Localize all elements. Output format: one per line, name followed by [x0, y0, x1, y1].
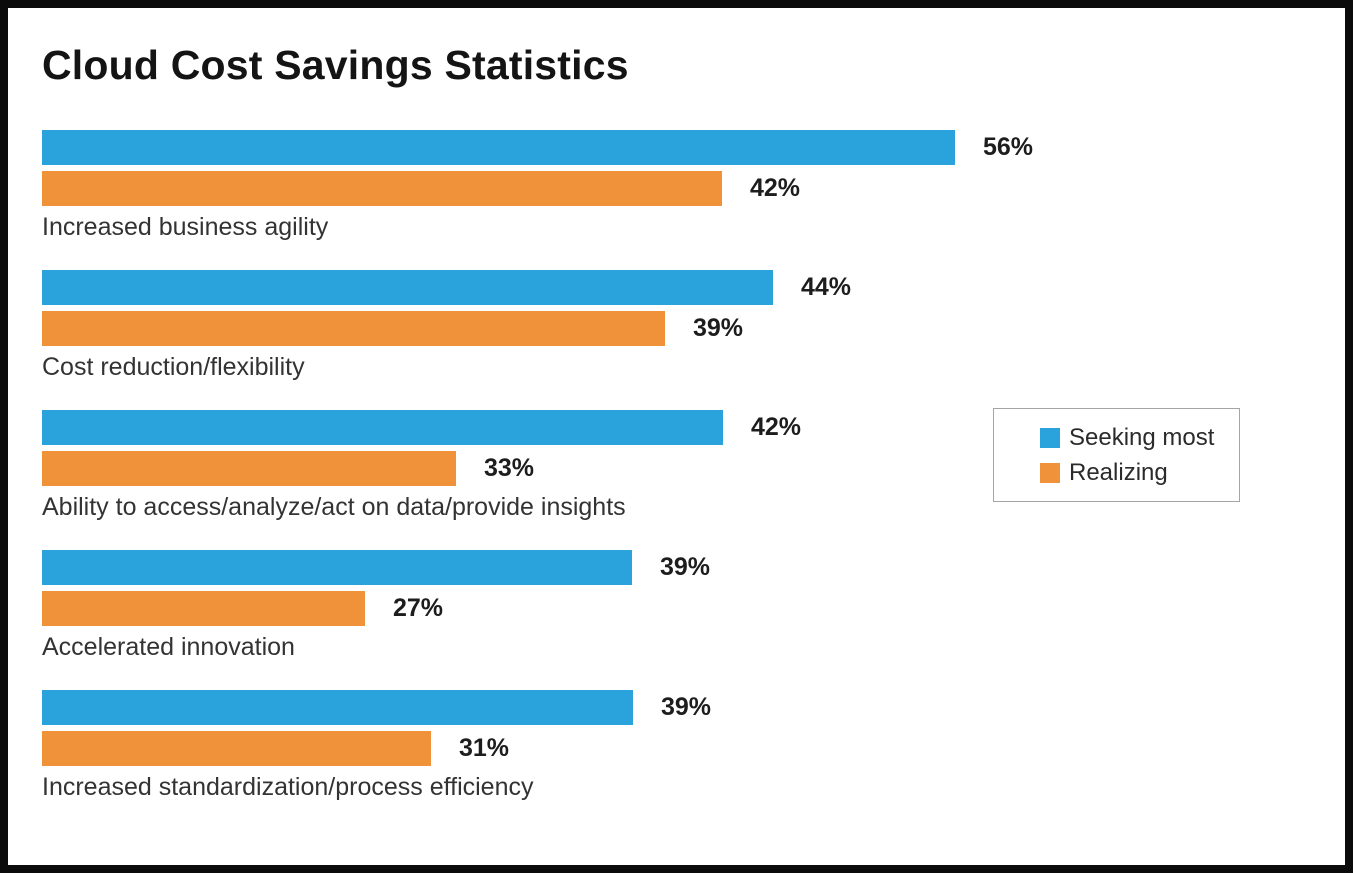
legend-item-seeking-most: Seeking most — [1040, 424, 1239, 452]
category-label: Cost reduction/flexibility — [42, 353, 305, 381]
seeking-most-bar-row: 39% — [42, 690, 1345, 725]
seeking-most-value-label: 56% — [983, 133, 1034, 161]
realizing-bar-row: 33% — [42, 451, 1345, 486]
realizing-value-label: 42% — [750, 174, 801, 202]
chart-title: Cloud Cost Savings Statistics — [42, 42, 629, 88]
seeking-most-value-label: 44% — [801, 273, 852, 301]
realizing-value-label: 33% — [484, 454, 535, 482]
bar-group: 39% 27% Accelerated innovation — [42, 550, 1345, 662]
realizing-value-label: 31% — [459, 734, 510, 762]
seeking-most-value-label: 42% — [751, 413, 802, 441]
realizing-bar-row: 31% — [42, 731, 1345, 766]
realizing-bar-row: 27% — [42, 591, 1345, 626]
realizing-bar-row: 39% — [42, 311, 1345, 346]
realizing-bar — [42, 311, 665, 346]
seeking-most-bar-row: 42% — [42, 410, 1345, 445]
seeking-most-value-label: 39% — [661, 693, 712, 721]
legend-label-realizing: Realizing — [1069, 458, 1168, 486]
seeking-most-bar-row: 56% — [42, 130, 1345, 165]
seeking-most-bar — [42, 270, 773, 305]
legend: Seeking most Realizing — [993, 408, 1240, 502]
realizing-bar — [42, 451, 456, 486]
seeking-most-swatch-icon — [1040, 427, 1060, 448]
category-label: Accelerated innovation — [42, 633, 295, 661]
bar-groups: 56% 42% Increased business agility 44% 3… — [42, 130, 1345, 830]
seeking-most-bar-row: 44% — [42, 270, 1345, 305]
bar-group: 44% 39% Cost reduction/flexibility — [42, 270, 1345, 382]
bar-group: 56% 42% Increased business agility — [42, 130, 1345, 242]
bar-group: 39% 31% Increased standardization/proces… — [42, 690, 1345, 802]
realizing-swatch-icon — [1040, 462, 1060, 483]
category-label: Ability to access/analyze/act on data/pr… — [42, 493, 626, 521]
seeking-most-bar — [42, 550, 632, 585]
category-label: Increased standardization/process effici… — [42, 773, 534, 801]
legend-label-seeking-most: Seeking most — [1069, 423, 1215, 451]
bar-group: 42% 33% Ability to access/analyze/act on… — [42, 410, 1345, 522]
realizing-value-label: 27% — [393, 594, 444, 622]
seeking-most-bar — [42, 410, 723, 445]
realizing-bar — [42, 591, 365, 626]
realizing-value-label: 39% — [693, 314, 744, 342]
realizing-bar — [42, 171, 722, 206]
realizing-bar — [42, 731, 431, 766]
category-label: Increased business agility — [42, 213, 329, 241]
seeking-most-bar — [42, 690, 633, 725]
seeking-most-bar-row: 39% — [42, 550, 1345, 585]
legend-item-realizing: Realizing — [1040, 459, 1239, 487]
seeking-most-value-label: 39% — [660, 553, 711, 581]
realizing-bar-row: 42% — [42, 171, 1345, 206]
seeking-most-bar — [42, 130, 955, 165]
